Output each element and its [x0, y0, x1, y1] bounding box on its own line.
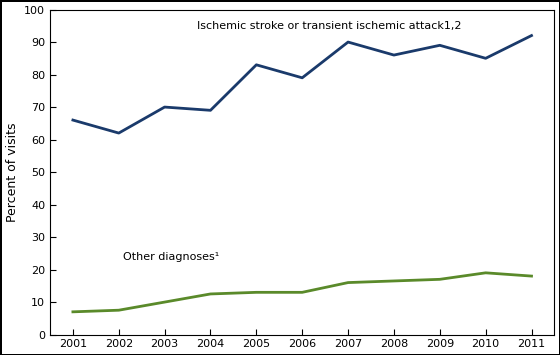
- Y-axis label: Percent of visits: Percent of visits: [6, 122, 18, 222]
- Text: Ischemic stroke or transient ischemic attack1,2: Ischemic stroke or transient ischemic at…: [197, 21, 461, 31]
- Text: Other diagnoses¹: Other diagnoses¹: [123, 252, 220, 262]
